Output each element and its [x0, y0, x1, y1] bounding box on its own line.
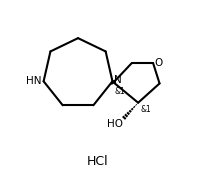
Polygon shape	[112, 81, 116, 84]
Text: N: N	[114, 75, 122, 85]
Text: &1: &1	[115, 87, 125, 96]
Text: HN: HN	[25, 76, 41, 86]
Text: O: O	[155, 58, 163, 68]
Text: HCl: HCl	[86, 155, 108, 168]
Text: HO: HO	[107, 119, 123, 129]
Text: &1: &1	[141, 105, 151, 114]
